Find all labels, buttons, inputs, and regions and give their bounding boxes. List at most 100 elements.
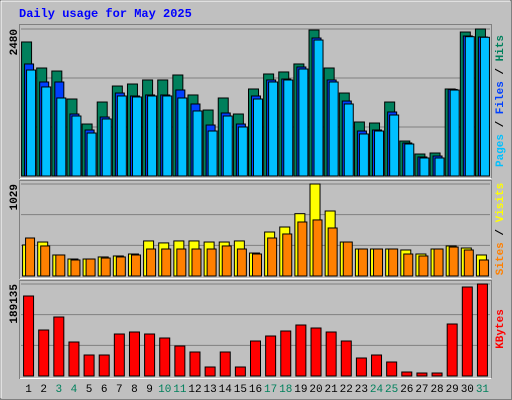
x-tick-label: 28: [430, 384, 443, 396]
bar: [357, 248, 368, 277]
bar: [325, 331, 337, 377]
x-tick-label: 13: [204, 384, 217, 396]
x-tick-label: 15: [234, 384, 247, 396]
bar: [448, 246, 459, 277]
bar: [26, 69, 37, 177]
legend: Pages / Files / Hits: [495, 35, 507, 167]
legend-entry: KBytes: [495, 309, 507, 349]
legend-entry: Hits: [495, 35, 507, 61]
bar: [433, 248, 444, 277]
x-tick-label: 1: [25, 384, 32, 396]
x-tick-label: 6: [101, 384, 108, 396]
bar: [56, 97, 67, 177]
bar: [128, 331, 140, 377]
x-tick-label: 2: [40, 384, 47, 396]
bar: [358, 133, 369, 177]
x-tick-label: 16: [249, 384, 262, 396]
x-tick-label: 10: [158, 384, 171, 396]
x-tick-label: 4: [71, 384, 78, 396]
x-tick-label: 7: [116, 384, 123, 396]
bar: [416, 372, 428, 377]
x-tick-label: 3: [56, 384, 63, 396]
bar: [312, 219, 323, 277]
bar: [236, 248, 247, 277]
bar: [113, 333, 125, 377]
bar: [310, 327, 322, 377]
bar: [434, 157, 445, 177]
bar: [250, 340, 261, 377]
bar: [177, 97, 188, 177]
bar: [327, 227, 338, 277]
legend-entry: Sites: [495, 242, 507, 275]
bar: [130, 254, 141, 277]
x-tick-label: 19: [294, 384, 307, 396]
bar: [41, 86, 52, 177]
y-tick-label: 1029: [9, 184, 21, 210]
bar: [267, 237, 278, 277]
bar: [85, 258, 96, 277]
bar: [431, 372, 443, 377]
bar: [401, 371, 413, 377]
bar: [479, 36, 490, 177]
bar: [478, 259, 489, 277]
bar: [328, 81, 339, 177]
bar: [162, 95, 173, 177]
x-tick-label: 21: [325, 384, 339, 396]
bar: [342, 241, 353, 277]
bar: [283, 79, 294, 177]
bar: [386, 361, 398, 377]
x-tick-label: 11: [173, 384, 187, 396]
bar: [373, 248, 384, 277]
bar: [463, 249, 474, 277]
y-tick-label: 189135: [9, 284, 21, 324]
bar: [204, 366, 216, 377]
legend: Sites / Visits: [495, 183, 507, 275]
bar: [374, 130, 385, 177]
bar: [38, 329, 50, 377]
bar: [53, 316, 65, 377]
x-tick-label: 30: [461, 384, 474, 396]
bar: [146, 248, 157, 277]
bar: [222, 115, 233, 177]
x-tick-label: 5: [86, 384, 93, 396]
x-tick-label: 20: [309, 384, 322, 396]
bar: [115, 256, 126, 277]
x-tick-label: 25: [385, 384, 398, 396]
bar: [23, 295, 35, 377]
x-tick-label: 12: [188, 384, 201, 396]
x-tick-label: 9: [146, 384, 153, 396]
legend-separator: /: [495, 222, 507, 242]
legend-separator: /: [495, 61, 507, 81]
x-tick-label: 23: [355, 384, 368, 396]
bar: [295, 324, 307, 377]
bar: [404, 143, 415, 177]
bar: [83, 354, 95, 377]
bar: [189, 351, 201, 377]
bar: [40, 245, 51, 277]
bar: [298, 68, 309, 177]
bar: [280, 330, 292, 377]
chart-title: Daily usage for May 2025: [19, 7, 192, 21]
x-tick-label: 14: [219, 384, 233, 396]
bar: [265, 335, 277, 377]
bar: [147, 95, 158, 177]
bar: [25, 237, 36, 277]
bar: [464, 36, 475, 177]
bar: [116, 95, 127, 177]
bar: [221, 245, 232, 277]
x-tick-label: 27: [415, 384, 428, 396]
x-tick-label: 22: [340, 384, 353, 396]
bar: [86, 132, 97, 177]
bar: [418, 255, 429, 277]
bar: [234, 366, 246, 377]
bar: [191, 248, 202, 277]
legend-entry: Visits: [495, 183, 507, 223]
bar: [192, 110, 203, 177]
bar: [268, 81, 279, 177]
bar: [207, 130, 218, 177]
bar: [159, 337, 171, 377]
bar: [206, 248, 217, 277]
x-tick-label: 24: [370, 384, 384, 396]
